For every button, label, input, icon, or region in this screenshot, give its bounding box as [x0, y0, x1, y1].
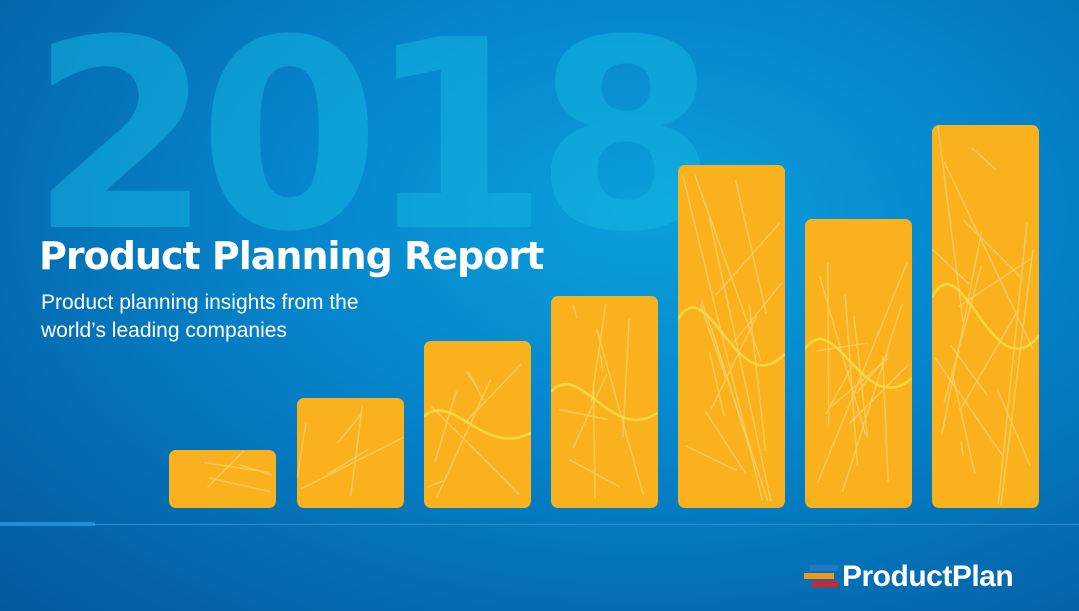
map-bar — [932, 125, 1039, 508]
logo-icon — [804, 565, 838, 589]
report-title: Product Planning Report — [39, 234, 544, 278]
subtitle-line-2: world’s leading companies — [41, 319, 287, 342]
map-bar — [678, 165, 785, 508]
report-subtitle: Product planning insights from the world… — [41, 289, 421, 345]
map-bar — [424, 341, 531, 508]
baseline-accent — [0, 522, 95, 526]
map-bar — [551, 296, 658, 508]
map-bar — [805, 219, 912, 508]
subtitle-line-1: Product planning insights from the — [41, 291, 359, 314]
logo-text: ProductPlan — [842, 560, 1014, 593]
baseline-divider — [0, 524, 1079, 525]
map-bar — [169, 450, 276, 508]
productplan-logo: ProductPlan — [804, 560, 1014, 594]
map-bar — [297, 398, 404, 508]
year-heading: 2018 — [30, 0, 717, 289]
